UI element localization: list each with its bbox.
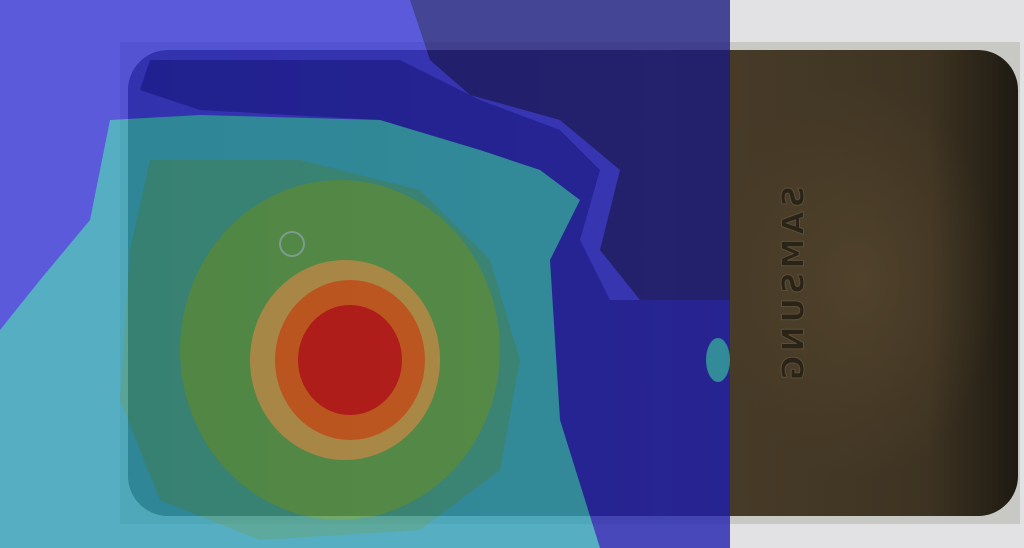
heat-cyan-spot bbox=[706, 338, 730, 382]
heat-low-dark bbox=[140, 60, 730, 548]
heat-lowest bbox=[410, 0, 730, 300]
heatmap-overlay bbox=[0, 0, 730, 548]
heat-red bbox=[298, 305, 402, 415]
phone-highlight bbox=[720, 80, 1000, 480]
camera-ring bbox=[279, 231, 305, 257]
brand-text: SAMSUNG bbox=[777, 186, 812, 384]
